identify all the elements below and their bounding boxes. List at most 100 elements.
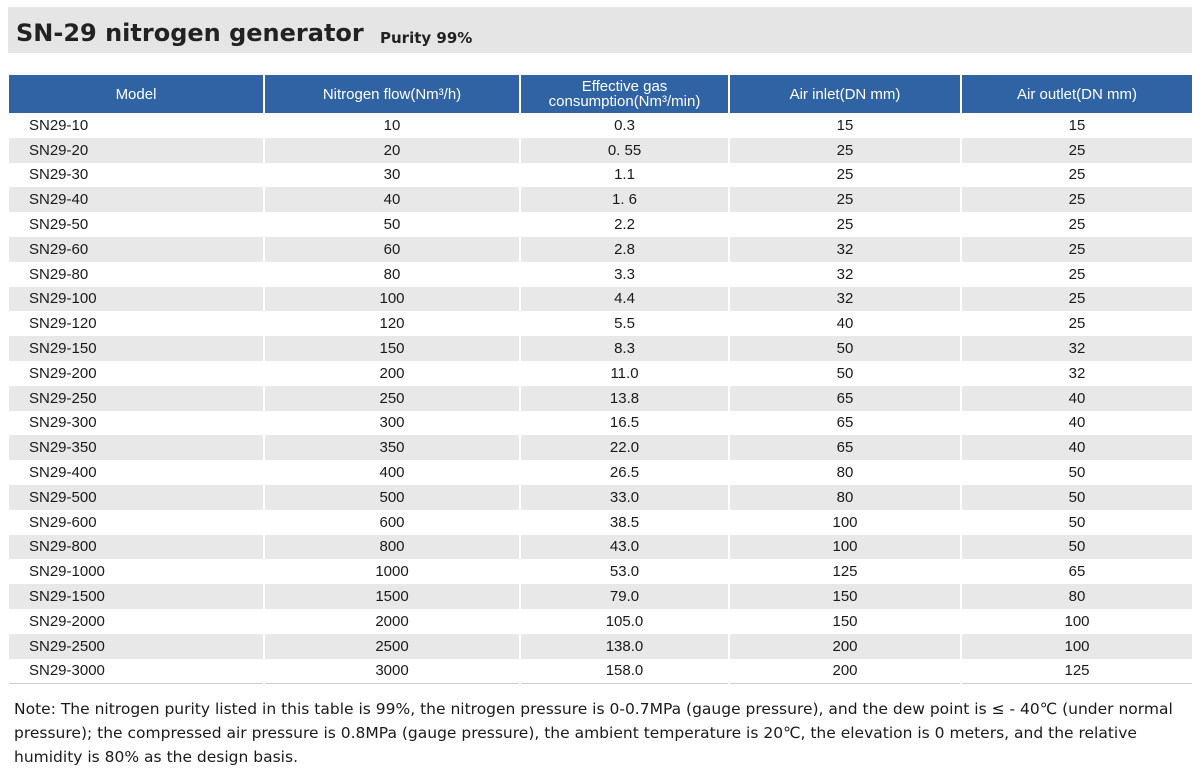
cell-air-inlet: 50: [728, 360, 961, 386]
cell-air-outlet: 25: [960, 212, 1192, 237]
cell-air-inlet: 100: [728, 509, 961, 535]
table-header-row: Model Nitrogen flow(Nm³/h) Effective gas…: [9, 75, 1192, 113]
cell-air-outlet: 15: [960, 113, 1192, 138]
cell-gas-consumption: 33.0: [519, 484, 729, 510]
cell-nitrogen-flow: 250: [263, 385, 520, 411]
cell-air-outlet: 25: [960, 137, 1192, 163]
cell-air-outlet: 25: [960, 187, 1192, 213]
cell-gas-consumption: 1.1: [519, 162, 729, 188]
table-row: SN29-50 50 2.2 25 25: [9, 212, 1192, 237]
table-row: SN29-400 400 26.5 80 50: [9, 460, 1192, 485]
cell-air-outlet: 65: [960, 559, 1192, 585]
table-row: SN29-10 10 0.3 15 15: [9, 113, 1192, 138]
table-row: SN29-500 500 33.0 80 50: [9, 484, 1192, 510]
cell-nitrogen-flow: 800: [263, 534, 520, 560]
table-row: SN29-2000 2000 105.0 150 100: [9, 608, 1192, 634]
cell-air-inlet: 25: [728, 137, 961, 163]
cell-model: SN29-20: [9, 137, 264, 163]
cell-air-inlet: 40: [728, 311, 961, 337]
cell-air-outlet: 32: [960, 336, 1192, 361]
header-gas-consumption: Effective gas consumption(Nm³/min): [519, 75, 729, 113]
cell-nitrogen-flow: 1500: [263, 584, 520, 609]
cell-gas-consumption: 2.2: [519, 212, 729, 237]
cell-gas-consumption: 1. 6: [519, 187, 729, 213]
cell-air-outlet: 25: [960, 236, 1192, 262]
cell-nitrogen-flow: 3000: [263, 658, 520, 685]
header-air-outlet: Air outlet(DN mm): [960, 75, 1192, 113]
footnote: Note: The nitrogen purity listed in this…: [14, 700, 1173, 766]
table-row: SN29-30 30 1.1 25 25: [9, 162, 1192, 188]
cell-model: SN29-500: [9, 484, 264, 510]
header-nitrogen-flow: Nitrogen flow(Nm³/h): [263, 75, 520, 113]
cell-air-inlet: 25: [728, 162, 961, 188]
table-row: SN29-80 80 3.3 32 25: [9, 261, 1192, 287]
cell-gas-consumption: 79.0: [519, 584, 729, 609]
cell-air-outlet: 100: [960, 608, 1192, 634]
cell-nitrogen-flow: 80: [263, 261, 520, 287]
cell-air-inlet: 25: [728, 187, 961, 213]
cell-gas-consumption: 22.0: [519, 435, 729, 461]
spec-table: Model Nitrogen flow(Nm³/h) Effective gas…: [9, 75, 1192, 685]
cell-nitrogen-flow: 100: [263, 286, 520, 312]
table-row: SN29-1000 1000 53.0 125 65: [9, 559, 1192, 585]
table-body: SN29-10 10 0.3 15 15 SN29-20 20 0. 55 25 25 SN29-3…: [9, 113, 1192, 685]
cell-nitrogen-flow: 300: [263, 410, 520, 436]
cell-nitrogen-flow: 350: [263, 435, 520, 461]
table-row: SN29-300 300 16.5 65 40: [9, 410, 1192, 436]
cell-gas-consumption: 8.3: [519, 336, 729, 361]
cell-model: SN29-600: [9, 509, 264, 535]
table-row: SN29-150 150 8.3 50 32: [9, 336, 1192, 361]
cell-gas-consumption: 26.5: [519, 460, 729, 485]
cell-model: SN29-40: [9, 187, 264, 213]
cell-air-outlet: 80: [960, 584, 1192, 609]
cell-air-outlet: 25: [960, 261, 1192, 287]
table-row: SN29-40 40 1. 6 25 25: [9, 187, 1192, 213]
cell-nitrogen-flow: 500: [263, 484, 520, 510]
cell-air-inlet: 25: [728, 212, 961, 237]
cell-model: SN29-100: [9, 286, 264, 312]
table-row: SN29-120 120 5.5 40 25: [9, 311, 1192, 337]
cell-air-inlet: 150: [728, 584, 961, 609]
cell-model: SN29-200: [9, 360, 264, 386]
cell-gas-consumption: 0.3: [519, 113, 729, 138]
cell-air-inlet: 125: [728, 559, 961, 585]
cell-air-inlet: 200: [728, 658, 961, 685]
cell-gas-consumption: 105.0: [519, 608, 729, 634]
cell-air-inlet: 32: [728, 236, 961, 262]
purity-subtitle: Purity 99%: [380, 29, 473, 47]
cell-nitrogen-flow: 2500: [263, 633, 520, 659]
cell-air-outlet: 50: [960, 534, 1192, 560]
cell-nitrogen-flow: 600: [263, 509, 520, 535]
cell-model: SN29-1500: [9, 584, 264, 609]
cell-air-inlet: 65: [728, 410, 961, 436]
table-row: SN29-20 20 0. 55 25 25: [9, 137, 1192, 163]
table-row: SN29-60 60 2.8 32 25: [9, 236, 1192, 262]
cell-air-outlet: 100: [960, 633, 1192, 659]
cell-air-inlet: 80: [728, 460, 961, 485]
cell-gas-consumption: 0. 55: [519, 137, 729, 163]
cell-air-inlet: 200: [728, 633, 961, 659]
table-row: SN29-250 250 13.8 65 40: [9, 385, 1192, 411]
cell-nitrogen-flow: 400: [263, 460, 520, 485]
cell-nitrogen-flow: 50: [263, 212, 520, 237]
cell-model: SN29-50: [9, 212, 264, 237]
cell-nitrogen-flow: 10: [263, 113, 520, 138]
cell-air-outlet: 50: [960, 460, 1192, 485]
cell-air-inlet: 32: [728, 286, 961, 312]
header-model: Model: [9, 75, 264, 113]
cell-air-inlet: 32: [728, 261, 961, 287]
cell-nitrogen-flow: 20: [263, 137, 520, 163]
table-row: SN29-1500 1500 79.0 150 80: [9, 584, 1192, 609]
table-row: SN29-800 800 43.0 100 50: [9, 534, 1192, 560]
cell-model: SN29-1000: [9, 559, 264, 585]
cell-gas-consumption: 11.0: [519, 360, 729, 386]
cell-nitrogen-flow: 40: [263, 187, 520, 213]
cell-nitrogen-flow: 200: [263, 360, 520, 386]
cell-gas-consumption: 43.0: [519, 534, 729, 560]
table-row: SN29-2500 2500 138.0 200 100: [9, 633, 1192, 659]
cell-gas-consumption: 2.8: [519, 236, 729, 262]
cell-air-outlet: 40: [960, 385, 1192, 411]
cell-gas-consumption: 138.0: [519, 633, 729, 659]
header-air-inlet: Air inlet(DN mm): [728, 75, 961, 113]
cell-model: SN29-150: [9, 336, 264, 361]
